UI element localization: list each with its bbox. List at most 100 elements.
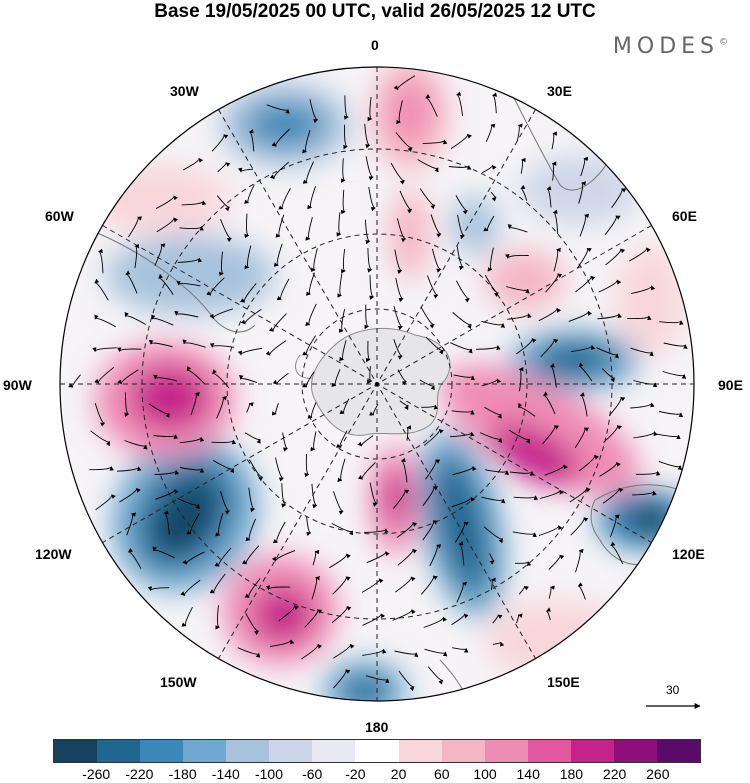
wind-arrow bbox=[215, 513, 224, 537]
colorbar-swatch bbox=[355, 740, 399, 762]
wind-arrow bbox=[608, 396, 626, 416]
wind-arrow bbox=[492, 92, 498, 114]
wind-arrow bbox=[95, 494, 117, 511]
wind-arrow bbox=[179, 226, 204, 231]
wind-arrow bbox=[304, 609, 323, 628]
wind-arrow bbox=[310, 431, 317, 452]
wind-arrow bbox=[538, 525, 563, 536]
polar-map bbox=[59, 66, 701, 709]
wind-arrow bbox=[630, 347, 654, 357]
wind-arrow bbox=[520, 157, 526, 174]
wind-arrow bbox=[156, 217, 179, 233]
colorbar-tick-label: -260 bbox=[82, 766, 111, 782]
wind-arrow bbox=[452, 647, 469, 653]
wind-arrow bbox=[271, 403, 279, 416]
wind-arrow bbox=[367, 247, 373, 273]
wind-arrow bbox=[633, 431, 658, 439]
wind-arrow bbox=[90, 430, 111, 447]
colorbar-tick-label: -60 bbox=[302, 766, 323, 782]
wind-arrow bbox=[421, 404, 439, 410]
wind-arrow bbox=[578, 362, 593, 382]
wind-arrow bbox=[481, 378, 502, 387]
wind-arrow bbox=[357, 462, 376, 480]
wind-arrow bbox=[244, 213, 250, 239]
wind-arrow bbox=[487, 247, 494, 272]
wind-arrow bbox=[484, 274, 499, 297]
wind-arrow bbox=[237, 347, 263, 356]
wind-arrow bbox=[579, 213, 590, 237]
wind-arrow bbox=[148, 339, 173, 348]
wind-arrow bbox=[575, 275, 596, 293]
wind-arrow bbox=[578, 181, 586, 204]
wind-arrow bbox=[427, 666, 444, 685]
wind-arrow bbox=[311, 576, 320, 600]
wind-arrow bbox=[275, 457, 284, 482]
wind-arrow bbox=[548, 585, 555, 599]
wind-arrow bbox=[126, 512, 137, 536]
wind-arrow bbox=[237, 167, 254, 173]
wind-arrow bbox=[395, 277, 404, 303]
wind-arrow bbox=[551, 161, 557, 181]
wind-arrow bbox=[209, 343, 235, 348]
wind-arrow bbox=[340, 158, 346, 183]
wind-arrow bbox=[515, 613, 523, 624]
wind-arrow bbox=[419, 379, 435, 391]
wind-arrow bbox=[520, 184, 528, 201]
south-pole-dot bbox=[375, 382, 379, 386]
wind-arrow bbox=[307, 185, 317, 210]
wind-arrow bbox=[341, 189, 346, 215]
wind-arrow bbox=[604, 215, 621, 236]
wind-arrow bbox=[509, 429, 530, 444]
wind-arrow bbox=[452, 465, 477, 476]
wind-arrow bbox=[422, 139, 448, 145]
antarctica-outline bbox=[311, 328, 451, 436]
wind-arrow bbox=[577, 582, 586, 600]
wind-arrow bbox=[117, 347, 142, 353]
wind-arrow bbox=[658, 460, 682, 471]
wind-arrow bbox=[505, 254, 529, 259]
wind-arrow bbox=[451, 409, 475, 415]
wind-arrow bbox=[271, 128, 291, 147]
colorbar-tick-label: -100 bbox=[254, 766, 284, 782]
wind-arrow bbox=[244, 578, 261, 598]
wind-arrow bbox=[219, 251, 224, 277]
wind-arrow bbox=[186, 513, 200, 535]
wind-arrow bbox=[419, 188, 436, 210]
wind-arrow bbox=[538, 307, 562, 322]
wind-arrow bbox=[331, 606, 352, 623]
colorbar-swatch bbox=[97, 740, 141, 762]
wind-arrow bbox=[516, 123, 523, 142]
wind-arrow bbox=[332, 576, 351, 595]
wind-arrow bbox=[369, 275, 375, 300]
colorbar-tick-label: -220 bbox=[125, 766, 154, 782]
wind-arrow bbox=[212, 460, 235, 474]
wind-arrow bbox=[68, 374, 81, 388]
wind-arrow bbox=[212, 369, 230, 389]
wind-arrow bbox=[269, 639, 295, 647]
wind-vectors bbox=[68, 75, 688, 692]
lon-label-0: 0 bbox=[371, 37, 379, 53]
colorbar-tick-label: 20 bbox=[390, 766, 407, 782]
wind-arrow bbox=[309, 99, 319, 124]
wind-arrow bbox=[539, 489, 564, 499]
wind-arrow bbox=[430, 214, 442, 238]
wind-arrow bbox=[154, 470, 180, 476]
wind-arrow bbox=[282, 432, 288, 452]
wind-arrow bbox=[361, 578, 384, 593]
wind-arrow bbox=[177, 257, 203, 263]
wind-arrow bbox=[574, 427, 590, 449]
wind-arrow bbox=[509, 471, 535, 476]
wind-arrow bbox=[514, 561, 532, 566]
wind-arrow bbox=[575, 548, 584, 573]
lon-label-150e: 150E bbox=[547, 674, 580, 690]
wind-arrow bbox=[609, 514, 620, 538]
wind-arrow bbox=[94, 314, 116, 328]
wind-arrow bbox=[116, 466, 142, 472]
wind-arrow bbox=[176, 280, 201, 287]
wind-arrow bbox=[429, 544, 442, 567]
wind-arrow bbox=[364, 123, 371, 149]
wind-arrow bbox=[240, 283, 257, 303]
wind-arrow bbox=[431, 248, 442, 273]
wind-arrow bbox=[518, 585, 529, 595]
wind-arrow bbox=[364, 528, 389, 534]
